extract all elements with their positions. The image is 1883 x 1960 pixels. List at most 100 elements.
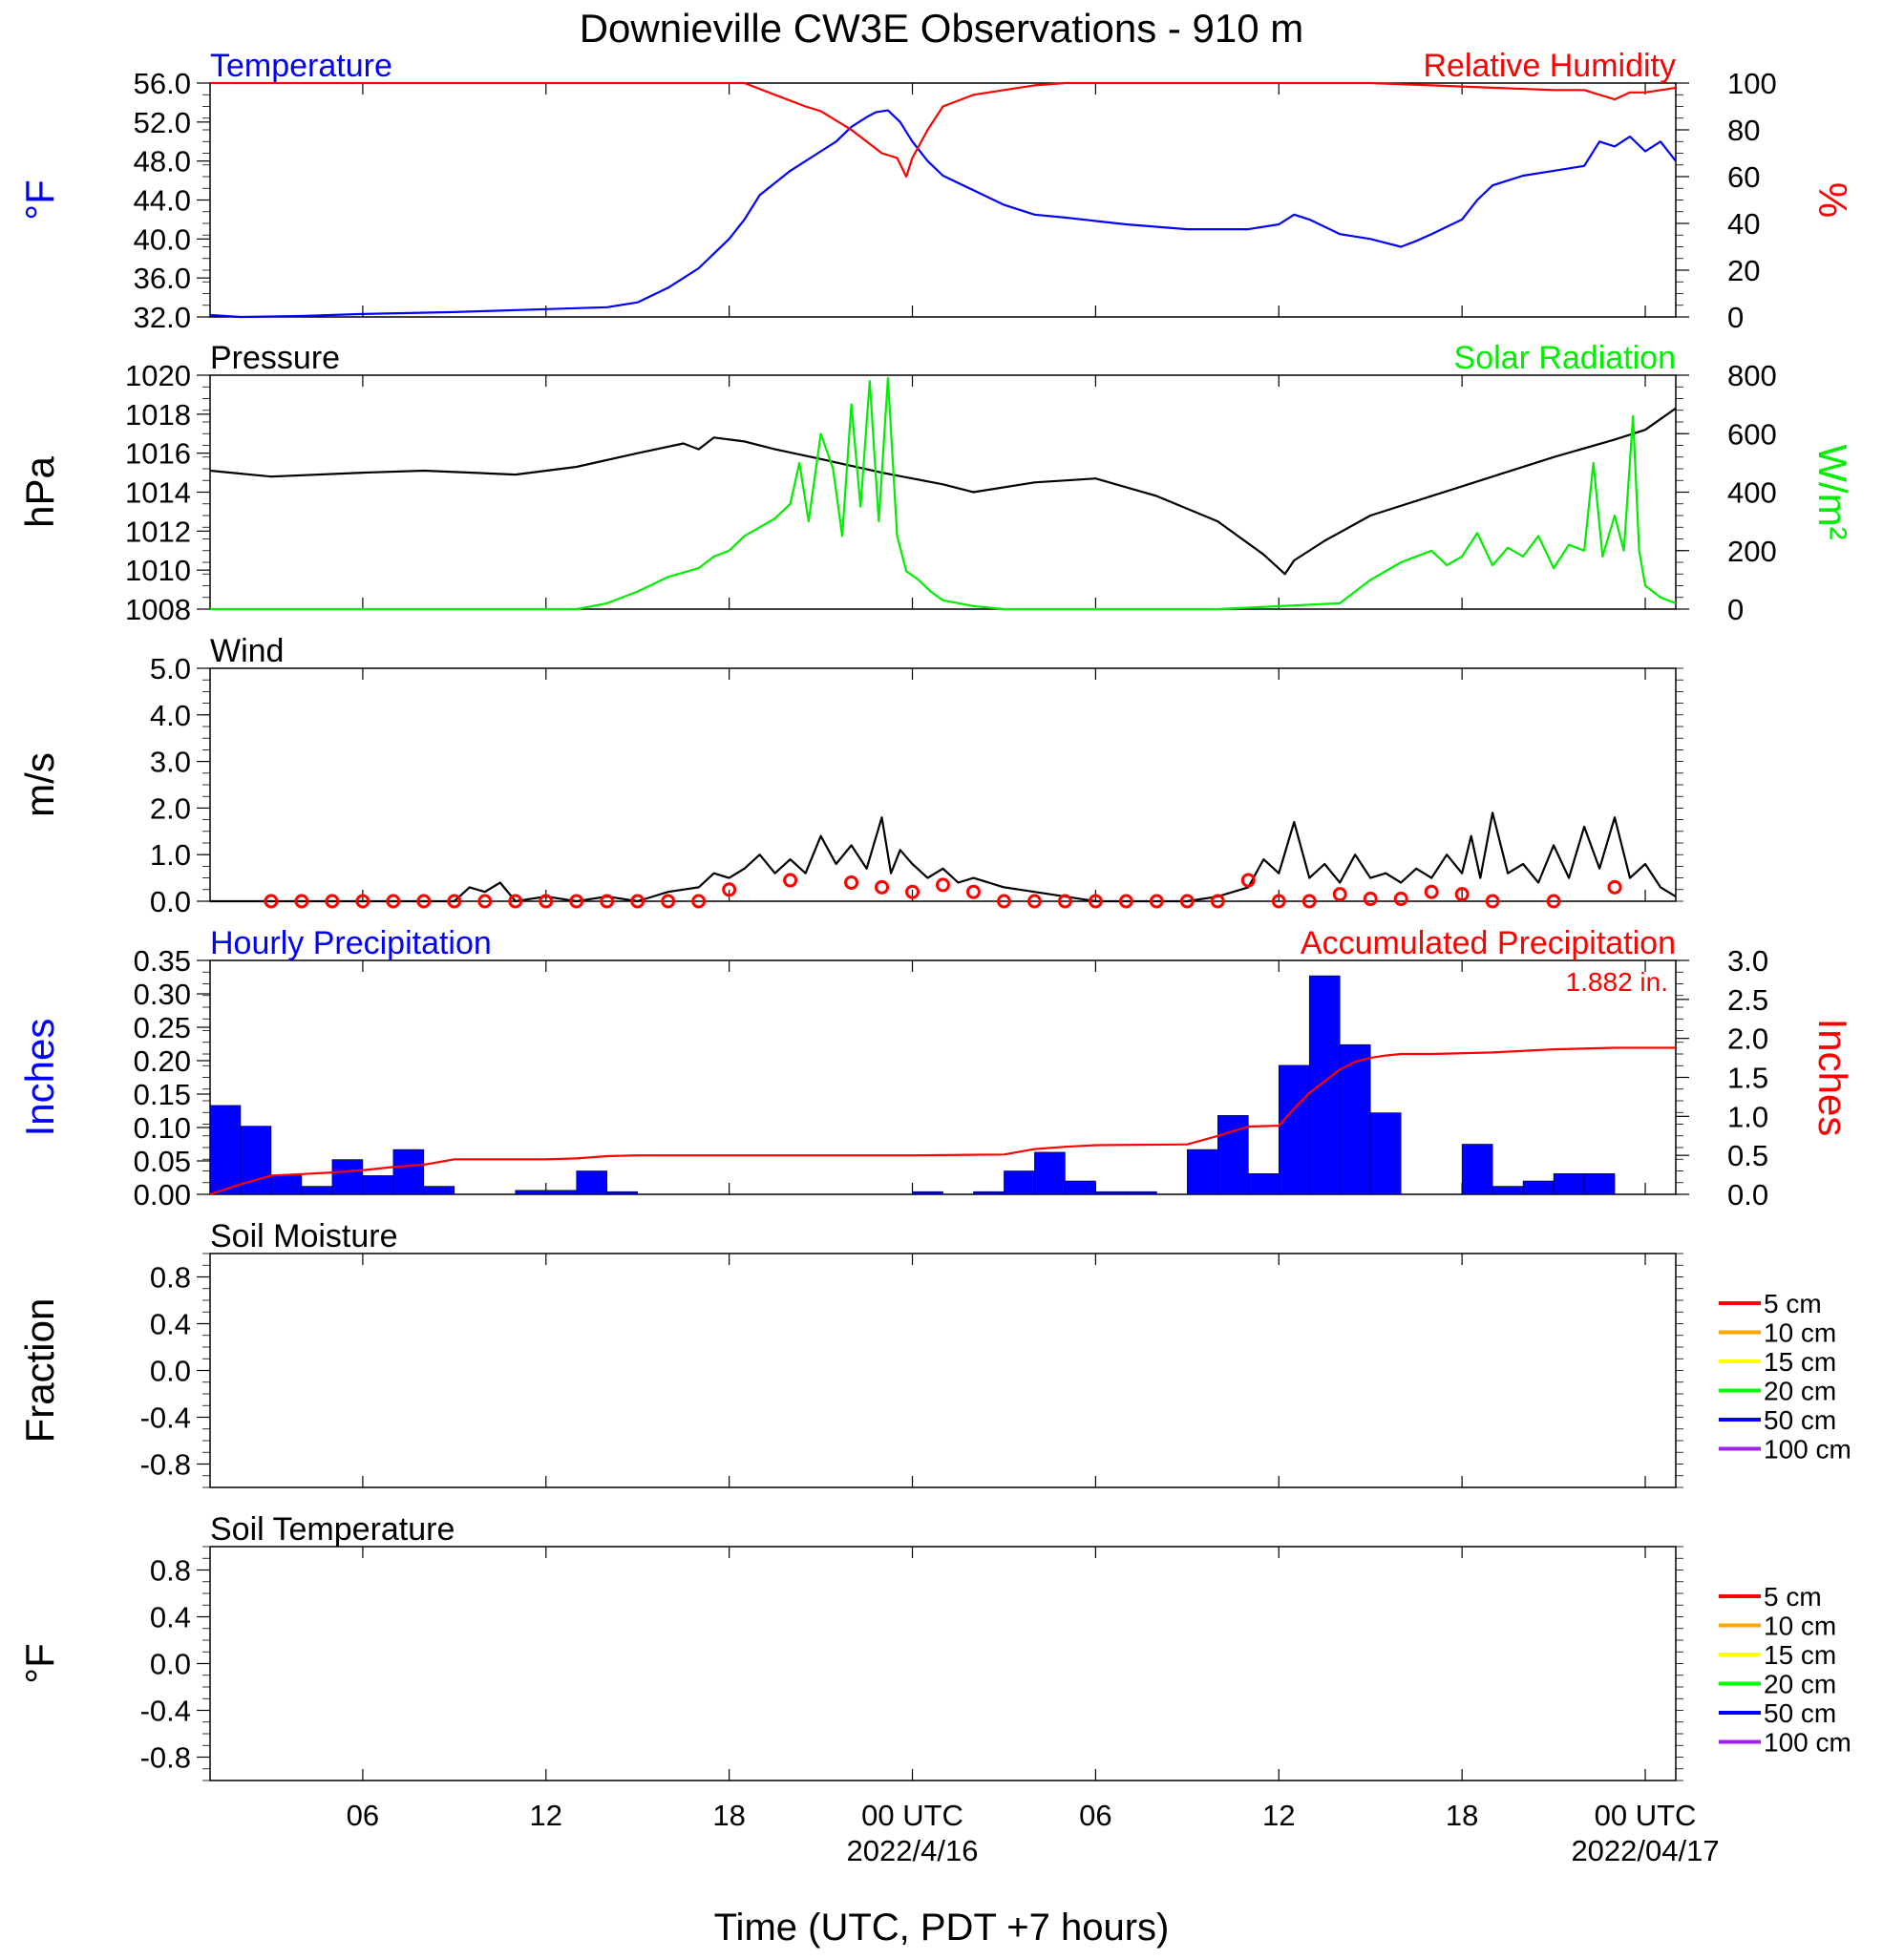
wind-marker [965,884,981,899]
precip-bar [1553,1173,1585,1195]
x-tick-label: 06 [1079,1799,1111,1832]
legend-label: 20 cm [1764,1670,1836,1699]
panel-wind: 0.0 1.0 2.0 3.0 4.0 5.0 Wind m/s [17,633,1683,918]
legend-label: 15 cm [1764,1347,1836,1377]
wind-marker [477,894,493,909]
legend-label: 5 cm [1764,1289,1822,1318]
panel-title-right: Solar Radiation [1454,340,1676,376]
y-tick-label-left: 0.15 [134,1078,191,1111]
y-tick-label-left: 0.8 [150,1554,191,1588]
wind-marker [936,877,950,893]
y-axis-label-left: Inches [17,1019,62,1137]
wind-marker [1485,894,1500,909]
y-tick-label-left: 5.0 [150,652,191,685]
y-tick-label-left: 1008 [125,593,191,626]
panel-title-right: Relative Humidity [1423,48,1676,84]
wind-marker [1088,894,1103,909]
y-tick-label-left: 0.4 [150,1601,191,1634]
y-tick-label-right: 600 [1727,417,1777,451]
wind-marker [508,894,523,909]
y-tick-label-right: 40 [1727,207,1760,241]
wind-marker [1271,894,1286,909]
precip-bar [606,1191,639,1195]
wind-marker [294,894,309,909]
precip-bar [240,1126,272,1195]
y-tick-label-left: -0.8 [140,1448,191,1482]
wind-marker [1026,894,1042,909]
y-axis-label-left: m/s [17,752,62,817]
wind-marker [539,894,554,909]
precip-bar [209,1105,242,1195]
y-tick-label-left: -0.8 [140,1741,191,1775]
panel-title-right: Accumulated Precipitation [1301,925,1676,961]
precip-bar [1339,1043,1371,1195]
y-tick-label-left: 1014 [125,476,191,510]
wind-marker [1546,894,1561,909]
y-tick-label-left: 0.0 [150,885,191,918]
wind-marker [1454,887,1470,902]
y-tick-label-left: 0.0 [150,1648,191,1681]
wind-marker [264,894,279,909]
precip-bar [515,1190,547,1195]
y-tick-label-right: 80 [1727,114,1760,147]
y-axis-label-right: Inches [1810,1019,1855,1137]
series-line-wind-speed [210,811,1677,903]
y-tick-label-left: 0.30 [134,978,191,1011]
precip-bar [270,1175,303,1195]
x-tick-label: 00 UTC [861,1799,963,1832]
legend-label: 15 cm [1764,1640,1836,1670]
wind-marker [1240,873,1256,888]
precip-bar [1187,1149,1218,1195]
precip-bar [1278,1064,1310,1195]
wind-marker [355,894,370,909]
wind-marker [1057,894,1072,909]
x-tick-label: 18 [712,1799,745,1832]
precip-bar [1461,1144,1493,1195]
y-tick-label-right: 200 [1727,535,1777,568]
y-tick-label-left: 2.0 [150,791,191,825]
y-tick-label-right: 1.0 [1727,1100,1768,1133]
y-tick-label-left: 1016 [125,437,191,471]
precip-bar [392,1149,425,1195]
y-axis-label-left: hPa [17,455,62,527]
series-line-relative-humidity [210,81,1677,179]
y-tick-label-right: 0 [1727,593,1744,626]
x-tick-label: 12 [530,1799,562,1832]
y-tick-label-right: 0.0 [1727,1178,1768,1212]
y-tick-label-left: 1020 [125,359,191,392]
precip-bar [1247,1173,1280,1195]
y-tick-label-left: 0.10 [134,1111,191,1145]
y-tick-label-left: 48.0 [134,145,191,179]
y-tick-label-left: 3.0 [150,746,191,779]
wind-marker [844,875,859,890]
x-axis-label: Time (UTC, PDT +7 hours) [714,1907,1170,1949]
wind-marker [691,894,707,909]
legend-label: 50 cm [1764,1698,1836,1728]
wind-marker [386,894,401,909]
y-tick-label-right: 0 [1727,301,1744,334]
wind-marker [1424,884,1439,899]
panel-title-left: Hourly Precipitation [210,925,492,961]
y-axis-label-right: % [1810,182,1855,218]
precip-bar [1369,1112,1402,1195]
wind-marker [1179,894,1195,909]
y-axis-label-left: °F [17,179,62,220]
precip-bar [1126,1191,1157,1195]
x-tick-label: 12 [1262,1799,1295,1832]
panel-pressure_solar: 1008 1010 1012 1014 1016 1018 1020 0 200 400 600 80… [17,340,1855,626]
y-tick-label-left: 0.0 [150,1355,191,1388]
legend-label: 5 cm [1764,1582,1822,1612]
y-tick-label-right: 20 [1727,254,1760,287]
y-tick-label-left: 44.0 [134,184,191,218]
y-tick-label-left: -0.4 [140,1402,191,1435]
y-tick-label-left: 0.35 [134,944,191,978]
panel-title-left: Pressure [210,340,340,376]
wind-marker [600,894,615,909]
wind-marker [1363,892,1378,907]
y-tick-label-left: 1010 [125,554,191,587]
y-tick-label-right: 0.5 [1727,1139,1768,1172]
wind-marker [1332,887,1347,902]
wind-marker [722,882,737,897]
panel-title-left: Soil Moisture [210,1218,398,1254]
